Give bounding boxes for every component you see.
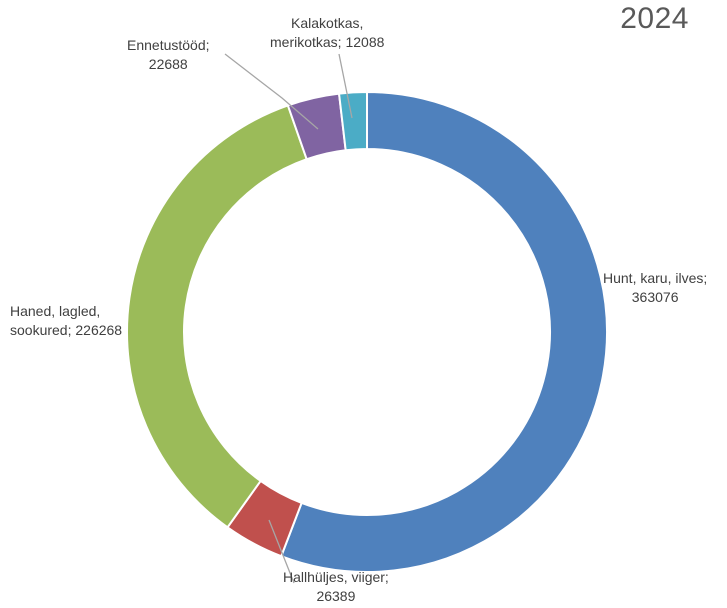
slice-label-haned-line2: sookured; 226268: [10, 322, 123, 338]
slice-label-hallhyljes-line2: 26389: [316, 588, 356, 604]
leader-line-kalakotkas: [338, 53, 353, 119]
leader-line-ennetustood: [224, 53, 319, 130]
slice-label-hallhyljes-line1: Hallhüljes, viiger;: [283, 569, 389, 585]
slice-label-ennetustood-line1: Ennetustööd;: [127, 37, 210, 53]
slice-haned: [126, 104, 308, 529]
slice-label-kalakotkas: Kalakotkas, merikotkas; 12088: [270, 14, 384, 52]
slice-label-haned-line1: Haned, lagled,: [10, 303, 101, 319]
slice-label-hunt: Hunt, karu, ilves; 363076: [603, 269, 707, 307]
slice-label-ennetustood-line2: 22688: [148, 56, 188, 72]
slice-label-hunt-line2: 363076: [631, 289, 679, 305]
chart-title: 2024: [620, 2, 689, 35]
slice-hunt: [279, 90, 608, 573]
slice-label-kalakotkas-line2: merikotkas; 12088: [270, 34, 385, 50]
slice-kalakotkas: [337, 90, 368, 152]
leader-line-hallhyljes: [268, 519, 295, 584]
slice-label-haned: Haned, lagled, sookured; 226268: [10, 302, 122, 340]
slice-label-hallhyljes: Hallhüljes, viiger; 26389: [283, 568, 389, 606]
slice-label-ennetustood: Ennetustööd; 22688: [127, 36, 210, 74]
slice-label-hunt-line1: Hunt, karu, ilves;: [603, 270, 708, 286]
slice-label-kalakotkas-line1: Kalakotkas,: [291, 15, 364, 31]
